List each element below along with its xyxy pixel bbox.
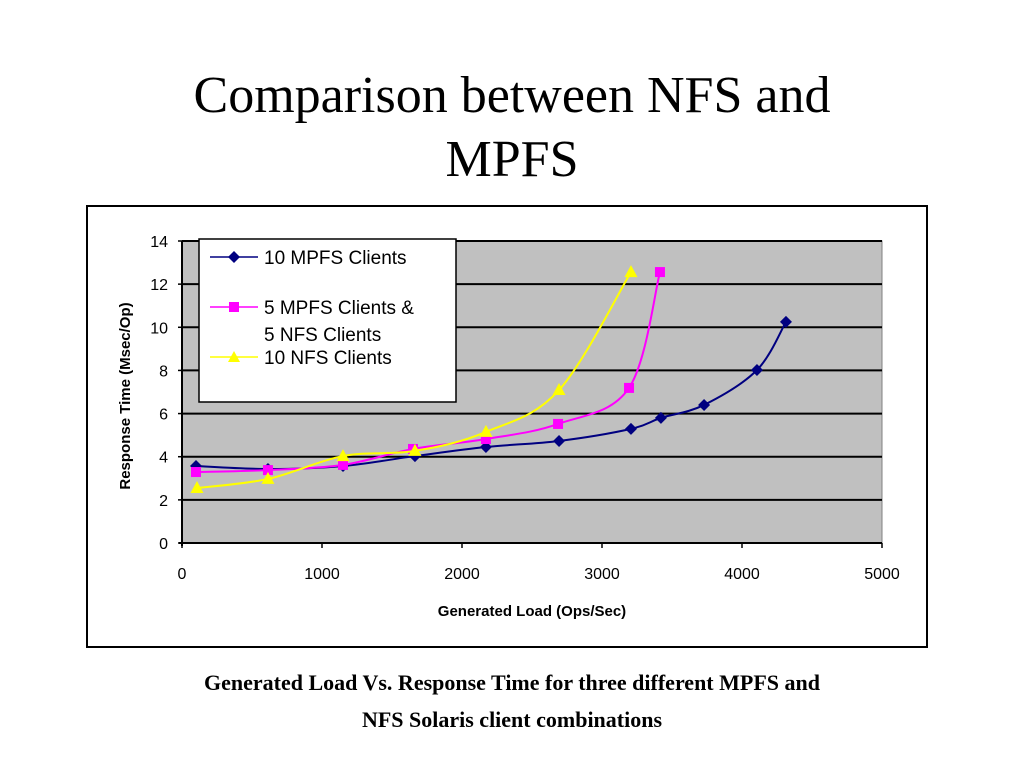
data-point-triangle <box>479 424 493 437</box>
x-tick-label: 0 <box>178 566 187 583</box>
data-point-diamond <box>553 434 566 447</box>
data-point-diamond <box>654 411 667 424</box>
y-tick-label: 8 <box>159 363 168 380</box>
data-point-square <box>624 382 635 393</box>
y-tick-label: 12 <box>150 277 168 294</box>
data-point-square <box>553 418 564 429</box>
legend-label-5-mpfs-line-1: 5 MPFS Clients & <box>264 298 414 319</box>
series-layer <box>190 265 792 493</box>
data-point-diamond <box>779 315 792 328</box>
y-tick-label: 10 <box>150 320 168 337</box>
data-point-triangle <box>336 449 350 462</box>
x-tick-label: 1000 <box>304 566 340 583</box>
data-point-square <box>338 459 348 470</box>
data-point-diamond <box>624 422 637 435</box>
legend-square-icon <box>229 302 239 312</box>
data-point-diamond <box>750 363 763 376</box>
legend-label-10-mpfs: 10 MPFS Clients <box>264 248 407 269</box>
legend-box <box>198 238 457 403</box>
data-point-diamond <box>698 398 711 411</box>
caption-line-2: NFS Solaris client combinations <box>361 707 663 732</box>
series-10-nfs <box>190 265 638 493</box>
legend-diamond-icon <box>228 251 240 263</box>
y-tick-label: 14 <box>150 234 168 251</box>
data-point-triangle <box>624 265 638 278</box>
slide-title: Comparison between NFS and MPFS <box>0 64 1024 192</box>
x-tick-label: 3000 <box>584 566 620 583</box>
legend: 10 MPFS Clients 5 MPFS Clients & 5 NFS C… <box>198 238 457 403</box>
data-point-triangle <box>408 443 422 456</box>
x-axis-label: Generated Load (Ops/Sec) <box>438 603 626 620</box>
gridlines <box>182 240 882 501</box>
y-tick-label: 4 <box>159 450 168 467</box>
x-tick-label: 2000 <box>444 566 480 583</box>
legend-label-5-mpfs-line-2: 5 NFS Clients <box>264 325 381 346</box>
data-point-square <box>191 467 201 478</box>
y-axis-label: Response Time (Msec/Op) <box>117 302 134 489</box>
slide-title-line-1: Comparison between NFS and <box>193 67 831 124</box>
axes <box>179 241 882 546</box>
x-tick-label: 4000 <box>724 566 760 583</box>
legend-triangle-icon <box>228 351 240 362</box>
y-tick-labels: 0 2 4 6 8 10 12 14 <box>150 234 182 553</box>
caption-line-1: Generated Load Vs. Response Time for thr… <box>204 670 820 695</box>
data-point-square <box>262 465 273 476</box>
legend-label-10-nfs: 10 NFS Clients <box>264 348 392 369</box>
slide-caption: Generated Load Vs. Response Time for thr… <box>0 664 1024 738</box>
data-point-triangle <box>190 480 204 493</box>
x-tick-label: 5000 <box>864 566 900 583</box>
data-point-triangle <box>552 383 566 396</box>
y-tick-label: 6 <box>159 407 168 424</box>
y-tick-label: 2 <box>159 493 168 510</box>
data-point-square <box>480 434 491 445</box>
x-tick-labels: 0 1000 2000 3000 4000 5000 <box>178 543 900 583</box>
data-point-square <box>654 267 665 278</box>
slide-title-line-2: MPFS <box>445 131 579 188</box>
y-tick-label: 0 <box>159 536 168 553</box>
data-point-triangle <box>261 471 275 484</box>
